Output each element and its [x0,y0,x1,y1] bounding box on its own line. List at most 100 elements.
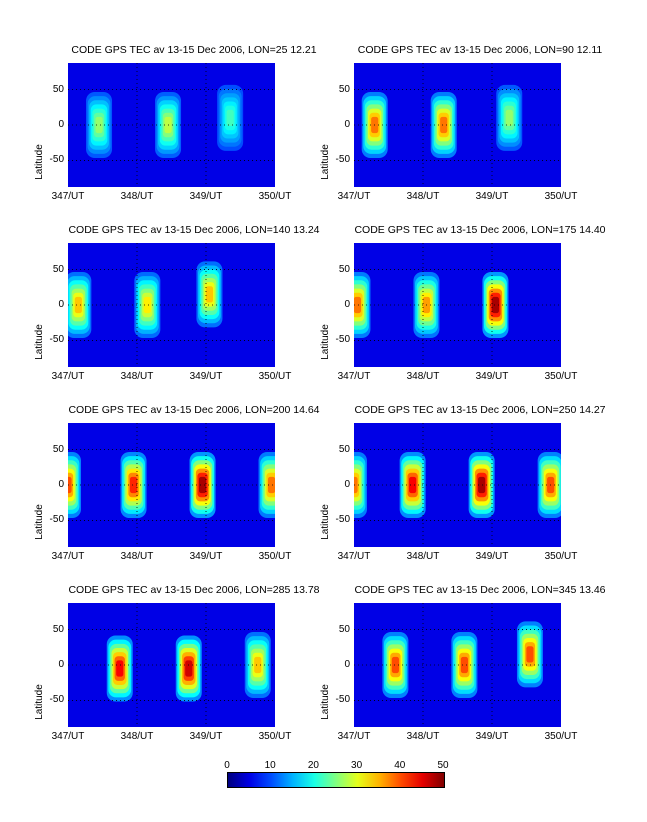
panel-lon-285: CODE GPS TEC av 13-15 Dec 2006, LON=285 … [34,584,344,754]
tec-cell [185,660,193,677]
panel-lon-175: CODE GPS TEC av 13-15 Dec 2006, LON=175 … [320,224,630,394]
heatmap-svg [354,243,561,367]
colorbar-tick-label: 20 [307,760,319,771]
panel-lon-140: CODE GPS TEC av 13-15 Dec 2006, LON=140 … [34,224,344,394]
tec-cell [478,476,486,494]
heatmap-plot-area [68,603,275,727]
panel-title: CODE GPS TEC av 13-15 Dec 2006, LON=200 … [68,404,320,416]
heatmap-plot-area [354,243,561,367]
tec-feature [482,272,509,338]
colorbar-tick-label: 0 [224,760,230,771]
tec-cell [460,656,468,674]
x-tick-label: 347/UT [51,551,85,562]
panel-title: CODE GPS TEC av 13-15 Dec 2006, LON=175 … [354,224,606,236]
heatmap-svg [68,423,275,547]
x-tick-label: 350/UT [544,731,578,742]
x-tick-label: 350/UT [544,551,578,562]
y-tick-label: 0 [58,299,64,310]
x-tick-label: 348/UT [120,731,154,742]
heatmap-plot-area [354,423,561,547]
panel-lon-250: CODE GPS TEC av 13-15 Dec 2006, LON=250 … [320,404,630,574]
panel-title: CODE GPS TEC av 13-15 Dec 2006, LON=345 … [354,584,606,596]
x-tick-label: 347/UT [337,551,371,562]
x-tick-label: 349/UT [189,731,223,742]
x-tick-label: 350/UT [544,371,578,382]
tec-cell [74,296,82,314]
tec-cell [68,476,72,494]
tec-cell [505,109,513,127]
tec-cell [409,476,417,494]
x-tick-label: 348/UT [406,191,440,202]
y-tick-label: 50 [338,83,350,95]
colorbar-tick-label: 50 [437,760,449,771]
tec-cell [267,476,275,494]
panel-title: CODE GPS TEC av 13-15 Dec 2006, LON=90 1… [357,44,603,56]
tec-cell [143,296,151,314]
heatmap-plot-area [68,63,275,187]
tec-feature [451,632,478,698]
panel-title: CODE GPS TEC av 13-15 Dec 2006, LON=285 … [68,584,320,596]
tec-feature [382,632,409,698]
x-tick-label: 350/UT [258,731,292,742]
tec-cell [526,646,534,663]
tec-feature [537,452,561,518]
panel-lon-90: CODE GPS TEC av 13-15 Dec 2006, LON=90 1… [320,44,630,214]
tec-feature [516,621,543,688]
x-tick-label: 350/UT [258,551,292,562]
heatmap-background [68,603,275,727]
y-tick-label: 50 [338,443,350,455]
tec-cell [391,656,399,674]
y-tick-label: 0 [344,659,350,670]
y-tick-label: 0 [344,119,350,130]
panel-title: CODE GPS TEC av 13-15 Dec 2006, LON=140 … [68,224,320,236]
y-tick-label: -50 [335,694,350,706]
panel-title: CODE GPS TEC av 13-15 Dec 2006, LON=250 … [354,404,606,416]
heatmap-plot-area [354,63,561,187]
tec-cell [198,476,207,494]
tec-cell [129,476,138,494]
tec-cell [440,116,448,134]
x-tick-label: 349/UT [189,371,223,382]
panel-lon-25: CODE GPS TEC av 13-15 Dec 2006, LON=25 1… [34,44,344,214]
x-tick-label: 349/UT [475,551,509,562]
x-tick-label: 349/UT [189,551,223,562]
x-tick-label: 349/UT [189,191,223,202]
tec-feature [120,452,147,518]
y-tick-label: 50 [338,263,350,275]
panel-lon-345: CODE GPS TEC av 13-15 Dec 2006, LON=345 … [320,584,630,754]
heatmap-background [354,423,561,547]
x-tick-label: 348/UT [406,551,440,562]
y-tick-label: 50 [338,623,350,635]
y-tick-label: -50 [49,514,64,526]
tec-feature [399,452,426,518]
heatmap-svg [354,603,561,727]
heatmap-svg [68,603,275,727]
tec-feature [244,632,271,698]
tec-feature [496,84,523,151]
y-tick-label: -50 [335,154,350,166]
x-tick-label: 347/UT [51,371,85,382]
y-tick-label: 0 [344,299,350,310]
heatmap-svg [68,243,275,367]
y-tick-label: -50 [49,154,64,166]
y-tick-label: 50 [52,443,64,455]
panel-lon-200: CODE GPS TEC av 13-15 Dec 2006, LON=200 … [34,404,344,574]
x-tick-label: 348/UT [120,551,154,562]
y-tick-label: -50 [49,334,64,346]
y-tick-label: 0 [58,479,64,490]
tec-cell [226,109,234,127]
heatmap-svg [354,63,561,187]
x-tick-label: 348/UT [120,371,154,382]
heatmap-plot-area [68,243,275,367]
tec-feature [106,635,133,702]
colorbar-tick-label: 40 [394,760,406,771]
y-tick-label: -50 [49,694,64,706]
tec-feature [175,635,202,702]
x-tick-label: 347/UT [337,731,371,742]
x-tick-label: 347/UT [337,371,371,382]
y-tick-label: 50 [52,263,64,275]
heatmap-plot-area [354,603,561,727]
tec-cell [354,296,362,314]
colorbar: 0 10 20 30 40 50 [224,760,449,790]
tec-feature [468,452,495,518]
